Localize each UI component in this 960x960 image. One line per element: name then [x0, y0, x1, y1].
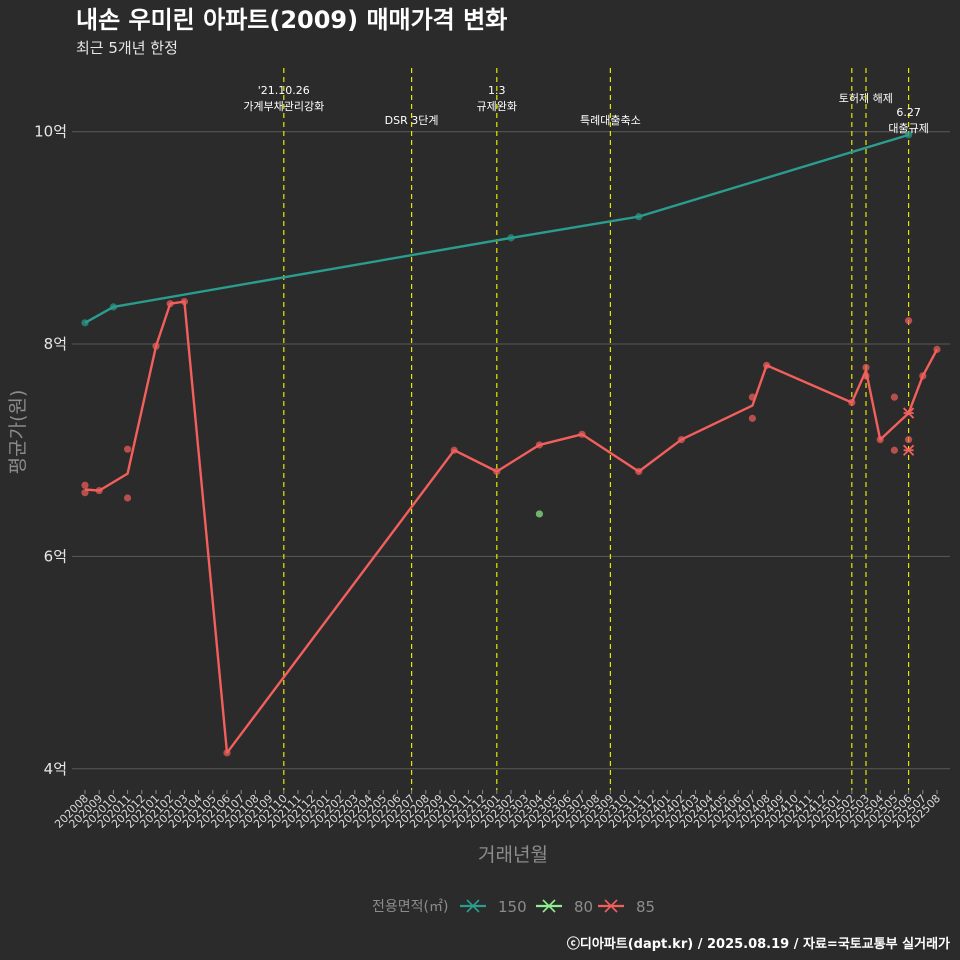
cross-point-85: [902, 444, 915, 456]
data-point-85: [862, 363, 870, 372]
y-tick-label: 8억: [44, 335, 67, 353]
event-label: 6.27: [896, 106, 921, 119]
series-line-85: [84, 300, 939, 754]
data-point-85: [635, 467, 643, 476]
data-point-85: [535, 441, 544, 449]
data-point-150: [109, 303, 117, 311]
series-lines: [84, 133, 939, 754]
event-label: 1.3: [488, 84, 506, 97]
data-point-85: [81, 489, 89, 497]
data-point-85: [905, 436, 913, 444]
chart-title: 내손 우미린 아파트(2009) 매매가격 변화: [76, 6, 507, 34]
data-point-150: [507, 234, 515, 242]
event-label: 규제완화: [477, 100, 517, 113]
legend: 전용면적(㎡) 150 80 85: [372, 898, 655, 916]
event-label: 대출규제: [888, 122, 928, 135]
data-point-85: [876, 436, 884, 444]
data-point-150: [905, 131, 913, 139]
data-point-85: [933, 345, 941, 353]
data-point-85: [748, 414, 757, 422]
x-axis-ticks: 2020082020092020102020112020122021012021…: [52, 790, 943, 831]
legend-label: 150: [498, 898, 527, 916]
legend-key-cross: [466, 899, 480, 913]
legend-item-80: 80: [536, 898, 593, 916]
data-point-150: [81, 319, 89, 327]
data-point-85: [95, 486, 103, 495]
legend-title: 전용면적(㎡): [372, 899, 448, 915]
data-point-85: [493, 467, 501, 476]
data-point-85: [848, 398, 856, 407]
data-point-85: [677, 436, 686, 444]
data-point-85: [152, 342, 160, 350]
data-points: [81, 131, 941, 757]
event-label: 가계부채관리강화: [243, 100, 324, 113]
legend-key-cross: [604, 899, 618, 913]
event-label: 특례대출축소: [580, 114, 641, 127]
data-point-85: [223, 749, 231, 757]
legend-label: 85: [636, 898, 655, 916]
data-point-85: [578, 430, 586, 438]
y-tick-label: 6억: [44, 547, 67, 565]
y-tick-label: 4억: [44, 760, 67, 778]
data-point-85: [890, 446, 899, 454]
data-point-85: [124, 445, 132, 453]
cross-point-85: [902, 407, 915, 419]
legend-key-cross: [542, 899, 556, 913]
event-label: DSR 3단계: [385, 114, 439, 127]
data-point-80: [535, 510, 544, 518]
data-point-85: [166, 300, 174, 308]
data-point-85: [905, 317, 913, 325]
y-axis-title: 평균가(원): [7, 390, 29, 475]
source-caption: ⓒ디아파트(dapt.kr) / 2025.08.19 / 자료=국토교통부 실…: [567, 936, 950, 952]
x-axis-title: 거래년월: [478, 844, 548, 866]
data-point-85: [81, 481, 89, 489]
data-point-85: [862, 372, 870, 380]
legend-item-150: 150: [460, 898, 527, 916]
event-label: '21.10.26: [258, 84, 310, 97]
chart-subtitle: 최근 5개년 한정: [76, 39, 178, 57]
data-point-85: [124, 494, 132, 502]
data-point-85: [450, 446, 458, 454]
data-point-85: [748, 393, 757, 401]
data-point-85: [890, 393, 899, 401]
legend-item-85: 85: [598, 898, 655, 916]
data-point-150: [635, 213, 643, 221]
data-point-85: [919, 372, 927, 380]
y-axis-ticks: 4억 6억 8억 10억: [34, 123, 67, 778]
data-point-85: [763, 361, 771, 369]
y-tick-label: 10억: [34, 123, 67, 141]
legend-label: 80: [574, 898, 593, 916]
gridlines: [72, 131, 950, 770]
data-point-85: [180, 297, 188, 306]
